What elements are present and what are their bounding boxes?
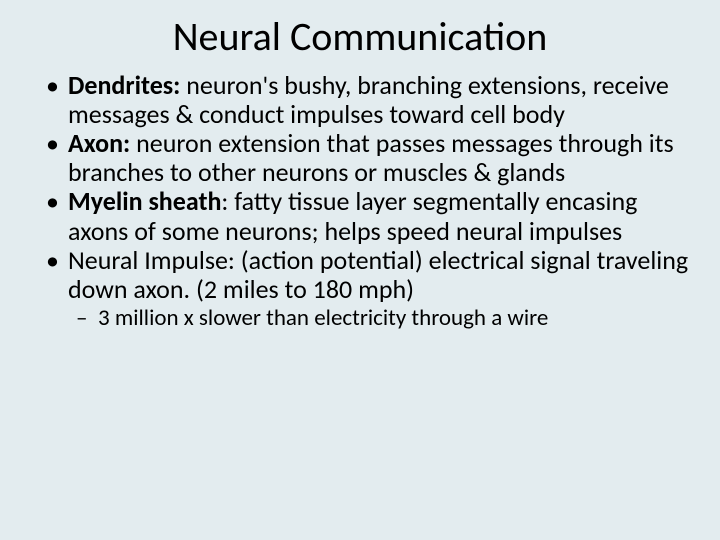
- bullet-term: Myelin sheath: [68, 185, 221, 217]
- slide: Neural Communication Dendrites: neuron's…: [0, 0, 720, 540]
- list-item: Neural Impulse: (action potential) elect…: [42, 246, 690, 332]
- list-item: Dendrites: neuron's bushy, branching ext…: [42, 71, 690, 129]
- sub-bullet-list: 3 million x slower than electricity thro…: [68, 306, 690, 332]
- list-item: Myelin sheath: fatty tissue layer segmen…: [42, 187, 690, 245]
- bullet-term: Axon:: [68, 127, 136, 159]
- bullet-desc: Neural Impulse: (action potential) elect…: [68, 244, 688, 305]
- sub-bullet-text: 3 million x slower than electricity thro…: [98, 304, 548, 332]
- slide-content: Dendrites: neuron's bushy, branching ext…: [30, 71, 690, 332]
- sub-list-item: 3 million x slower than electricity thro…: [68, 306, 690, 332]
- bullet-term: Dendrites:: [68, 69, 186, 101]
- list-item: Axon: neuron extension that passes messa…: [42, 129, 690, 187]
- bullet-list: Dendrites: neuron's bushy, branching ext…: [42, 71, 690, 332]
- bullet-desc: neuron extension that passes messages th…: [68, 127, 674, 188]
- slide-title: Neural Communication: [30, 12, 690, 61]
